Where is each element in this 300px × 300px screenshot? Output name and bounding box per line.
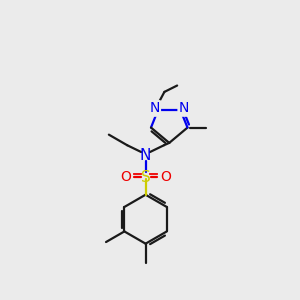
Text: N: N [149, 101, 160, 116]
Text: N: N [179, 101, 189, 116]
Text: O: O [120, 170, 131, 184]
Text: O: O [160, 170, 171, 184]
Text: N: N [140, 148, 151, 163]
Text: S: S [141, 169, 151, 184]
